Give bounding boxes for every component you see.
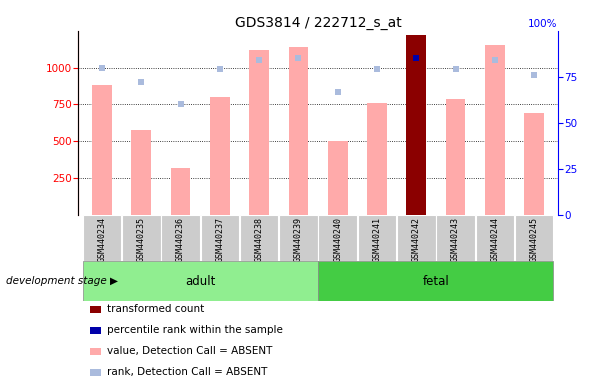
Bar xyxy=(318,261,554,301)
Text: rank, Detection Call = ABSENT: rank, Detection Call = ABSENT xyxy=(107,367,268,377)
Text: transformed count: transformed count xyxy=(107,304,204,314)
Text: fetal: fetal xyxy=(423,275,449,288)
Bar xyxy=(328,141,347,215)
Text: GSM440238: GSM440238 xyxy=(254,217,264,262)
Bar xyxy=(171,168,191,215)
Bar xyxy=(515,215,554,261)
Text: adult: adult xyxy=(185,275,215,288)
Bar xyxy=(161,215,200,261)
Text: GSM440239: GSM440239 xyxy=(294,217,303,262)
Bar xyxy=(249,50,269,215)
Text: development stage ▶: development stage ▶ xyxy=(6,276,118,286)
Text: GSM440243: GSM440243 xyxy=(451,217,460,262)
Bar xyxy=(318,215,357,261)
Bar xyxy=(122,215,160,261)
Bar xyxy=(367,103,387,215)
Bar xyxy=(525,113,544,215)
Bar xyxy=(92,85,112,215)
Text: GSM440240: GSM440240 xyxy=(333,217,343,262)
Bar xyxy=(279,215,318,261)
Bar xyxy=(358,215,396,261)
Text: GSM440244: GSM440244 xyxy=(490,217,499,262)
Bar xyxy=(131,129,151,215)
Bar xyxy=(201,215,239,261)
Bar xyxy=(485,45,505,215)
Bar xyxy=(446,99,466,215)
Text: value, Detection Call = ABSENT: value, Detection Call = ABSENT xyxy=(107,346,273,356)
Title: GDS3814 / 222712_s_at: GDS3814 / 222712_s_at xyxy=(235,16,402,30)
Bar xyxy=(289,47,308,215)
Text: GSM440237: GSM440237 xyxy=(215,217,224,262)
Text: GSM440235: GSM440235 xyxy=(137,217,146,262)
Text: GSM440241: GSM440241 xyxy=(373,217,382,262)
Bar xyxy=(476,215,514,261)
Text: 100%: 100% xyxy=(528,19,558,29)
Bar xyxy=(437,215,475,261)
Text: GSM440242: GSM440242 xyxy=(412,217,421,262)
Text: GSM440234: GSM440234 xyxy=(98,217,107,262)
Bar xyxy=(83,261,318,301)
Bar xyxy=(210,97,230,215)
Bar xyxy=(406,35,426,215)
Text: percentile rank within the sample: percentile rank within the sample xyxy=(107,325,283,335)
Bar xyxy=(83,215,121,261)
Bar xyxy=(240,215,279,261)
Text: GSM440245: GSM440245 xyxy=(529,217,538,262)
Text: GSM440236: GSM440236 xyxy=(176,217,185,262)
Bar xyxy=(397,215,435,261)
